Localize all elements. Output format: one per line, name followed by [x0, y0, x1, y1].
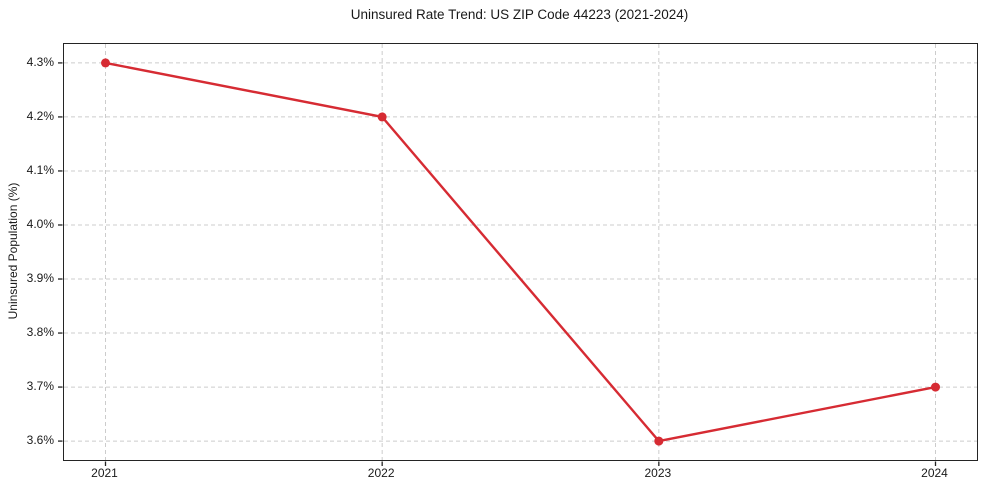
y-tick-label: 4.1%: [26, 162, 54, 177]
data-point-marker: [101, 58, 110, 68]
data-point-marker: [377, 112, 387, 122]
y-tick-label: 4.0%: [26, 216, 54, 231]
y-tick-label: 4.3%: [26, 54, 54, 69]
trend-line: [104, 61, 937, 443]
data-point-marker: [931, 382, 940, 392]
x-tick-label: 2021: [91, 466, 118, 480]
y-tick-label: 4.2%: [26, 108, 54, 123]
y-tick-label: 3.6%: [26, 433, 54, 448]
chart-title: Uninsured Rate Trend: US ZIP Code 44223 …: [350, 7, 689, 22]
y-tick-label: 3.8%: [26, 325, 54, 340]
data-point-marker: [654, 436, 664, 446]
y-tick-label: 3.7%: [26, 379, 54, 394]
y-tick-label: 3.9%: [26, 271, 54, 285]
x-tick-label: 2022: [367, 466, 395, 480]
line-chart-canvas: [58, 44, 977, 466]
x-tick-label: 2024: [921, 466, 948, 480]
plot-area: [58, 43, 978, 466]
x-tick-label: 2023: [644, 466, 672, 480]
